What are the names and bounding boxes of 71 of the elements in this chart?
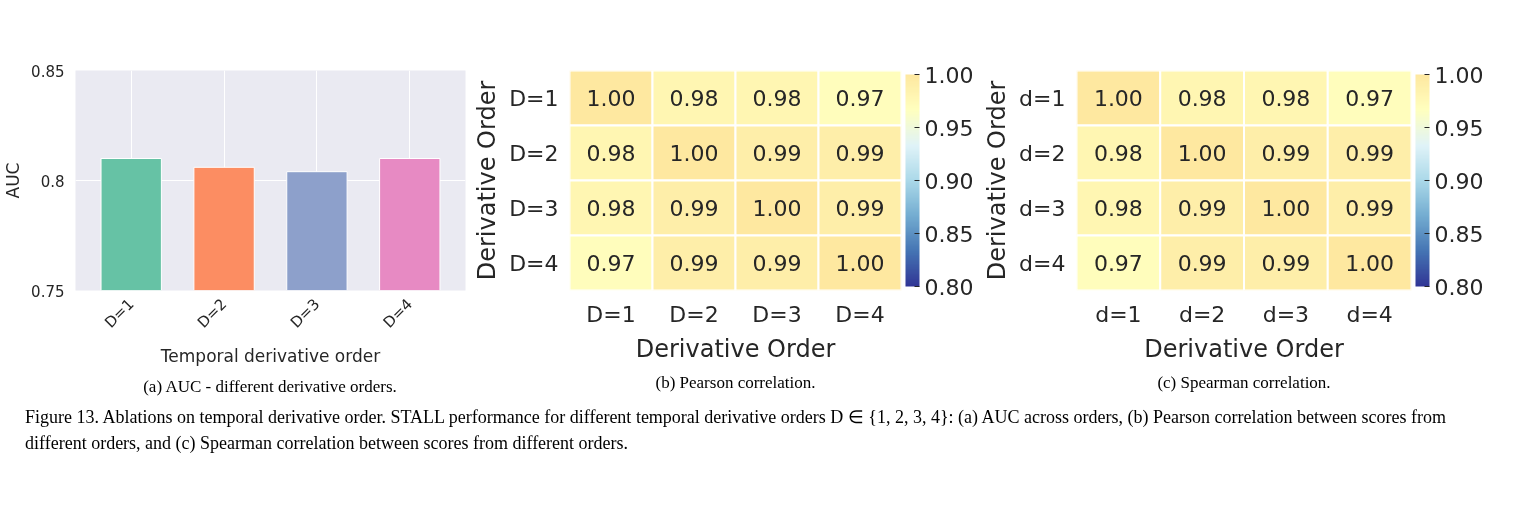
color-bar-label: 1.00 bbox=[924, 62, 974, 88]
color-bar-label: 0.80 bbox=[924, 274, 974, 300]
data-label: 0.99 bbox=[835, 141, 885, 166]
text: (c) Spearman correlation. bbox=[1157, 372, 1331, 392]
x-tick-label: d=1 bbox=[1095, 301, 1142, 327]
text: (b) Pearson correlation. bbox=[655, 372, 816, 392]
data-label: 1.00 bbox=[1345, 251, 1395, 276]
data-label: 0.97 bbox=[1093, 251, 1143, 276]
data-label: 0.98 bbox=[1261, 86, 1311, 111]
y-tick-label: 0.75 bbox=[31, 282, 65, 301]
data-label: 0.98 bbox=[1093, 141, 1143, 166]
data-label: 0.99 bbox=[1261, 141, 1311, 166]
data-label: 0.98 bbox=[586, 141, 636, 166]
y-tick-label: D=2 bbox=[509, 140, 559, 166]
data-label: 0.98 bbox=[752, 86, 802, 111]
x-axis-title: Derivative Order bbox=[635, 334, 836, 363]
color-bar-label: 0.85 bbox=[924, 221, 974, 247]
data-label: 0.98 bbox=[1177, 86, 1227, 111]
data-label: 0.99 bbox=[669, 251, 719, 276]
data-label: 1.00 bbox=[1093, 86, 1143, 111]
x-axis-title: Derivative Order bbox=[1144, 334, 1344, 363]
data-label: 0.99 bbox=[1345, 141, 1395, 166]
y-tick-label: D=1 bbox=[509, 85, 559, 111]
color-bar-label: 0.90 bbox=[1434, 168, 1484, 194]
data-label: 0.99 bbox=[752, 141, 802, 166]
y-tick-label: 0.85 bbox=[31, 62, 65, 81]
caption: Figure 13. Ablations on temporal derivative order. STALL performance for different temporal derivative orders D ∈ {1, 2, 3, 4}: (a) AUC across orders, (b) Pearson correlation between scores from different orders, and (c) Spearman correlation between scores from different orders. bbox=[25, 406, 1447, 455]
data-label: 1.00 bbox=[752, 196, 802, 221]
y-tick-label: D=4 bbox=[509, 250, 559, 276]
data-label: 0.98 bbox=[586, 196, 636, 221]
x-axis-title: Temporal derivative order bbox=[159, 346, 381, 367]
color-bar-label: 0.80 bbox=[1434, 274, 1484, 300]
data-label: 1.00 bbox=[1177, 141, 1227, 166]
x-tick-label: d=3 bbox=[1262, 301, 1310, 327]
x-tick-label: D=4 bbox=[835, 301, 885, 327]
data-label: 0.98 bbox=[1093, 196, 1143, 221]
data-label: 0.99 bbox=[752, 251, 802, 276]
x-tick-label: D=3 bbox=[752, 301, 802, 327]
data-label: 0.99 bbox=[835, 196, 885, 221]
data-label: 0.99 bbox=[1345, 196, 1395, 221]
x-tick-label: d=4 bbox=[1346, 301, 1393, 327]
data-label: 1.00 bbox=[1261, 196, 1311, 221]
data-label: 1.00 bbox=[669, 141, 719, 166]
y-tick-label: d=1 bbox=[1019, 85, 1066, 111]
y-tick-label: d=2 bbox=[1019, 140, 1066, 166]
y-tick-label: d=3 bbox=[1019, 195, 1066, 221]
data-label: 1.00 bbox=[835, 251, 885, 276]
color-bar-label: 1.00 bbox=[1434, 62, 1484, 88]
x-tick-label: D=2 bbox=[669, 301, 719, 327]
y-axis-title: AUC bbox=[3, 162, 24, 199]
data-label: 1.00 bbox=[586, 86, 636, 111]
color-bar-label: 0.85 bbox=[1434, 221, 1484, 247]
y-axis-title: Derivative Order bbox=[983, 80, 1012, 281]
y-tick-label: d=4 bbox=[1019, 250, 1066, 276]
y-axis-title: Derivative Order bbox=[473, 80, 502, 281]
data-label: 0.97 bbox=[586, 251, 636, 276]
color-bar-label: 0.90 bbox=[924, 168, 974, 194]
color-bar-label: 0.95 bbox=[924, 115, 974, 141]
data-label: 0.97 bbox=[1345, 86, 1395, 111]
data-label: 0.99 bbox=[1177, 251, 1227, 276]
color-bar-label: 0.95 bbox=[1434, 115, 1484, 141]
data-label: 0.99 bbox=[1261, 251, 1311, 276]
y-tick-label: D=3 bbox=[509, 195, 559, 221]
data-label: 0.98 bbox=[669, 86, 719, 111]
data-label: 0.99 bbox=[669, 196, 719, 221]
data-label: 0.99 bbox=[1177, 196, 1227, 221]
x-tick-label: D=1 bbox=[586, 301, 636, 327]
x-tick-label: d=2 bbox=[1178, 301, 1226, 327]
data-label: 0.97 bbox=[835, 86, 885, 111]
text: (a) AUC - different derivative orders. bbox=[143, 376, 397, 396]
y-tick-label: 0.8 bbox=[40, 172, 65, 191]
